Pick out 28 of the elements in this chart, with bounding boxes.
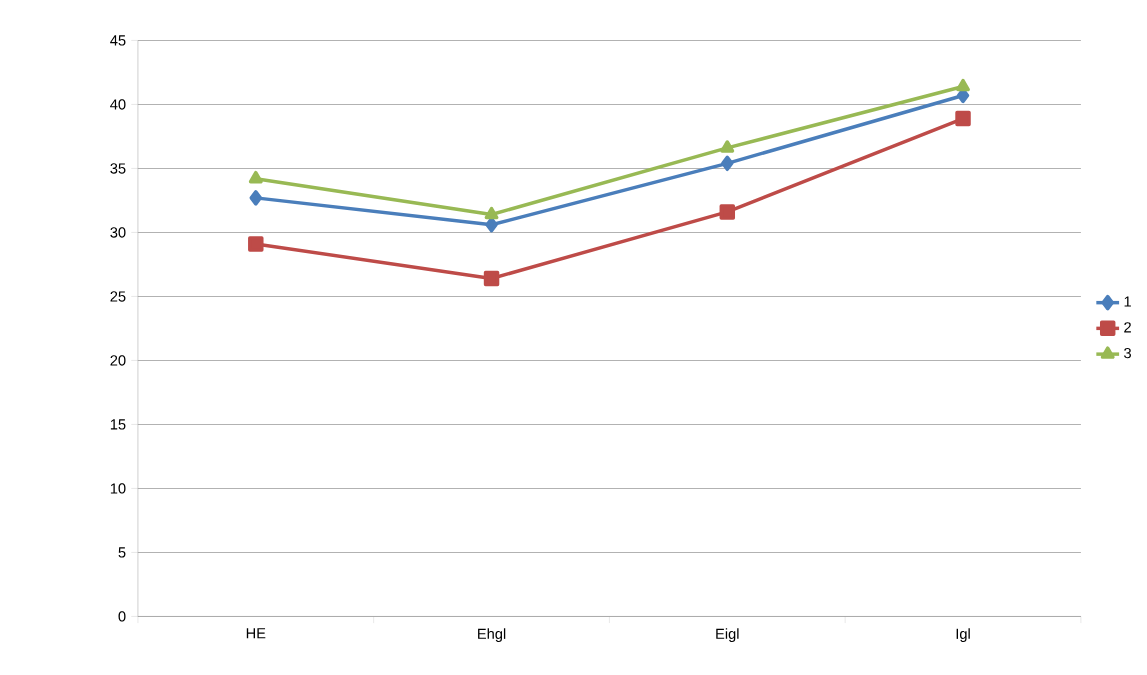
point — [484, 206, 499, 220]
point — [248, 236, 264, 252]
y-tick-label: 35 — [110, 163, 126, 174]
y-tick-label: 40 — [110, 99, 126, 110]
y-tick-label: 10 — [110, 483, 126, 494]
point — [719, 204, 736, 220]
point — [485, 217, 498, 233]
y-tick-label: 25 — [110, 291, 126, 302]
point — [720, 140, 735, 153]
legend-label: 3 — [1124, 347, 1131, 359]
point — [956, 78, 970, 92]
x-tick-label: Eigl — [716, 628, 739, 642]
point — [249, 190, 263, 206]
legend-label: 2 — [1124, 322, 1131, 333]
point — [955, 110, 971, 127]
y-tick-label: 5 — [118, 547, 126, 558]
x-tick-label: Ehgl — [478, 628, 506, 642]
legend-label: 1 — [1124, 296, 1131, 307]
y-tick-label: 0 — [118, 611, 126, 622]
y-tick-label: 20 — [110, 355, 126, 366]
y-tick-label: 30 — [110, 227, 126, 238]
point — [248, 170, 263, 184]
x-tick-label: Igl — [956, 628, 970, 642]
y-tick-label: 15 — [110, 419, 126, 430]
y-tick-label: 45 — [110, 35, 126, 46]
x-tick-label: HE — [246, 628, 266, 639]
point — [721, 155, 734, 172]
point — [483, 270, 500, 287]
